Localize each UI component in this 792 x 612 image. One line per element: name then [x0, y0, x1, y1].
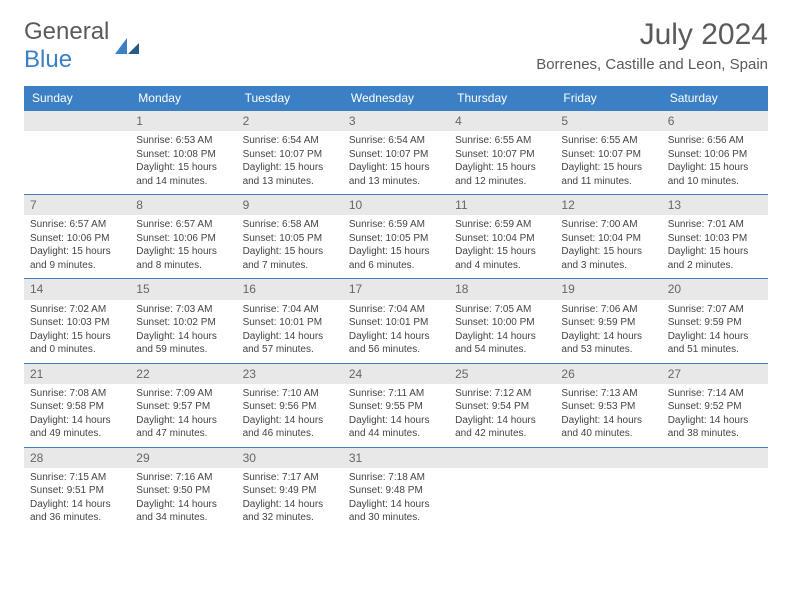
day-info-cell: Sunrise: 7:07 AMSunset: 9:59 PMDaylight:… — [662, 300, 768, 364]
day-number-cell: 14 — [24, 279, 130, 300]
day-info-cell: Sunrise: 7:13 AMSunset: 9:53 PMDaylight:… — [555, 384, 661, 448]
day-info-cell: Sunrise: 7:02 AMSunset: 10:03 PMDaylight… — [24, 300, 130, 364]
day-info-cell: Sunrise: 7:10 AMSunset: 9:56 PMDaylight:… — [237, 384, 343, 448]
day-info-row: Sunrise: 7:08 AMSunset: 9:58 PMDaylight:… — [24, 384, 768, 448]
day-info-row: Sunrise: 7:15 AMSunset: 9:51 PMDaylight:… — [24, 468, 768, 531]
day-number-cell: 18 — [449, 279, 555, 300]
day-info-cell: Sunrise: 7:04 AMSunset: 10:01 PMDaylight… — [343, 300, 449, 364]
day-info-cell: Sunrise: 6:55 AMSunset: 10:07 PMDaylight… — [555, 131, 661, 195]
day-info-cell: Sunrise: 7:15 AMSunset: 9:51 PMDaylight:… — [24, 468, 130, 531]
day-number-row: 28293031 — [24, 447, 768, 468]
header: General Blue July 2024 Borrenes, Castill… — [24, 18, 768, 74]
day-number-row: 14151617181920 — [24, 279, 768, 300]
day-info-cell: Sunrise: 7:12 AMSunset: 9:54 PMDaylight:… — [449, 384, 555, 448]
day-info-cell: Sunrise: 6:57 AMSunset: 10:06 PMDaylight… — [130, 215, 236, 279]
day-info-cell: Sunrise: 7:01 AMSunset: 10:03 PMDaylight… — [662, 215, 768, 279]
day-number-cell: 9 — [237, 195, 343, 216]
brand-part1: General — [24, 18, 109, 45]
day-number-cell: 17 — [343, 279, 449, 300]
day-number-cell: 6 — [662, 111, 768, 132]
day-number-cell: 15 — [130, 279, 236, 300]
day-info-cell — [449, 468, 555, 531]
day-info-row: Sunrise: 6:57 AMSunset: 10:06 PMDaylight… — [24, 215, 768, 279]
day-info-cell: Sunrise: 7:08 AMSunset: 9:58 PMDaylight:… — [24, 384, 130, 448]
day-number-cell: 2 — [237, 111, 343, 132]
header-sunday: Sunday — [24, 86, 130, 111]
header-monday: Monday — [130, 86, 236, 111]
day-info-cell: Sunrise: 7:06 AMSunset: 9:59 PMDaylight:… — [555, 300, 661, 364]
day-number-cell: 28 — [24, 447, 130, 468]
day-info-cell: Sunrise: 6:55 AMSunset: 10:07 PMDaylight… — [449, 131, 555, 195]
day-info-cell: Sunrise: 6:56 AMSunset: 10:06 PMDaylight… — [662, 131, 768, 195]
sail-icon — [113, 36, 141, 56]
day-info-cell — [555, 468, 661, 531]
header-thursday: Thursday — [449, 86, 555, 111]
header-saturday: Saturday — [662, 86, 768, 111]
day-info-cell: Sunrise: 6:59 AMSunset: 10:04 PMDaylight… — [449, 215, 555, 279]
header-friday: Friday — [555, 86, 661, 111]
day-info-row: Sunrise: 6:53 AMSunset: 10:08 PMDaylight… — [24, 131, 768, 195]
day-number-cell: 26 — [555, 363, 661, 384]
day-number-cell: 16 — [237, 279, 343, 300]
weekday-header-row: Sunday Monday Tuesday Wednesday Thursday… — [24, 86, 768, 111]
brand-logo: General Blue — [24, 18, 141, 74]
day-info-cell — [24, 131, 130, 195]
day-info-cell: Sunrise: 7:09 AMSunset: 9:57 PMDaylight:… — [130, 384, 236, 448]
day-info-cell: Sunrise: 6:58 AMSunset: 10:05 PMDaylight… — [237, 215, 343, 279]
day-number-cell: 5 — [555, 111, 661, 132]
day-number-cell: 12 — [555, 195, 661, 216]
day-info-cell: Sunrise: 7:04 AMSunset: 10:01 PMDaylight… — [237, 300, 343, 364]
day-info-cell: Sunrise: 7:17 AMSunset: 9:49 PMDaylight:… — [237, 468, 343, 531]
day-number-cell: 7 — [24, 195, 130, 216]
day-number-cell: 29 — [130, 447, 236, 468]
day-number-row: 21222324252627 — [24, 363, 768, 384]
day-info-cell: Sunrise: 6:54 AMSunset: 10:07 PMDaylight… — [343, 131, 449, 195]
day-number-cell — [662, 447, 768, 468]
day-number-cell: 11 — [449, 195, 555, 216]
day-info-cell: Sunrise: 6:53 AMSunset: 10:08 PMDaylight… — [130, 131, 236, 195]
day-number-cell: 3 — [343, 111, 449, 132]
day-info-cell: Sunrise: 7:00 AMSunset: 10:04 PMDaylight… — [555, 215, 661, 279]
title-block: July 2024 Borrenes, Castille and Leon, S… — [536, 18, 768, 73]
day-info-row: Sunrise: 7:02 AMSunset: 10:03 PMDaylight… — [24, 300, 768, 364]
day-number-cell — [555, 447, 661, 468]
header-wednesday: Wednesday — [343, 86, 449, 111]
day-number-cell: 22 — [130, 363, 236, 384]
day-number-cell: 10 — [343, 195, 449, 216]
day-number-cell: 8 — [130, 195, 236, 216]
day-number-row: 123456 — [24, 111, 768, 132]
calendar-table: Sunday Monday Tuesday Wednesday Thursday… — [24, 86, 768, 531]
day-number-cell: 24 — [343, 363, 449, 384]
day-info-cell: Sunrise: 7:16 AMSunset: 9:50 PMDaylight:… — [130, 468, 236, 531]
location-text: Borrenes, Castille and Leon, Spain — [536, 56, 768, 73]
day-info-cell: Sunrise: 7:05 AMSunset: 10:00 PMDaylight… — [449, 300, 555, 364]
brand-part2: Blue — [24, 46, 72, 73]
day-number-cell: 1 — [130, 111, 236, 132]
day-number-cell: 23 — [237, 363, 343, 384]
day-info-cell: Sunrise: 7:14 AMSunset: 9:52 PMDaylight:… — [662, 384, 768, 448]
day-number-cell: 21 — [24, 363, 130, 384]
header-tuesday: Tuesday — [237, 86, 343, 111]
day-info-cell — [662, 468, 768, 531]
calendar-body: 123456Sunrise: 6:53 AMSunset: 10:08 PMDa… — [24, 111, 768, 531]
day-number-cell: 13 — [662, 195, 768, 216]
day-number-cell: 20 — [662, 279, 768, 300]
day-number-cell: 27 — [662, 363, 768, 384]
day-number-cell — [24, 111, 130, 132]
day-number-cell: 19 — [555, 279, 661, 300]
day-info-cell: Sunrise: 7:03 AMSunset: 10:02 PMDaylight… — [130, 300, 236, 364]
day-number-row: 78910111213 — [24, 195, 768, 216]
day-info-cell: Sunrise: 7:11 AMSunset: 9:55 PMDaylight:… — [343, 384, 449, 448]
day-number-cell: 31 — [343, 447, 449, 468]
day-number-cell: 30 — [237, 447, 343, 468]
day-info-cell: Sunrise: 6:54 AMSunset: 10:07 PMDaylight… — [237, 131, 343, 195]
day-info-cell: Sunrise: 6:57 AMSunset: 10:06 PMDaylight… — [24, 215, 130, 279]
day-info-cell: Sunrise: 7:18 AMSunset: 9:48 PMDaylight:… — [343, 468, 449, 531]
day-number-cell: 4 — [449, 111, 555, 132]
brand-text: General Blue — [24, 18, 109, 74]
month-title: July 2024 — [536, 18, 768, 52]
day-number-cell: 25 — [449, 363, 555, 384]
day-number-cell — [449, 447, 555, 468]
day-info-cell: Sunrise: 6:59 AMSunset: 10:05 PMDaylight… — [343, 215, 449, 279]
